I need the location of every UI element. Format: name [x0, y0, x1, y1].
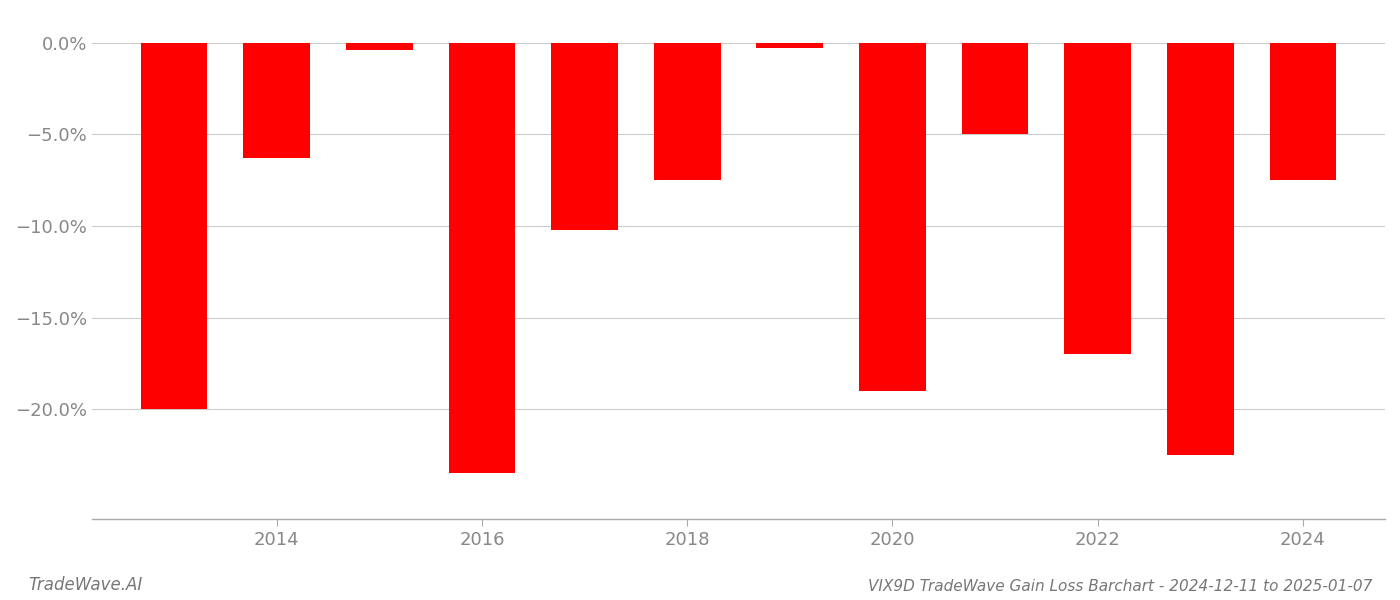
Bar — [244, 43, 309, 158]
Bar — [756, 43, 823, 48]
Bar — [552, 43, 617, 230]
Bar — [346, 43, 413, 50]
Bar — [860, 43, 925, 391]
Bar — [962, 43, 1029, 134]
Bar — [654, 43, 721, 180]
Bar — [1168, 43, 1233, 455]
Bar — [1064, 43, 1131, 354]
Text: TradeWave.AI: TradeWave.AI — [28, 576, 143, 594]
Bar — [448, 43, 515, 473]
Bar — [1270, 43, 1336, 180]
Bar — [141, 43, 207, 409]
Text: VIX9D TradeWave Gain Loss Barchart - 2024-12-11 to 2025-01-07: VIX9D TradeWave Gain Loss Barchart - 202… — [868, 579, 1372, 594]
